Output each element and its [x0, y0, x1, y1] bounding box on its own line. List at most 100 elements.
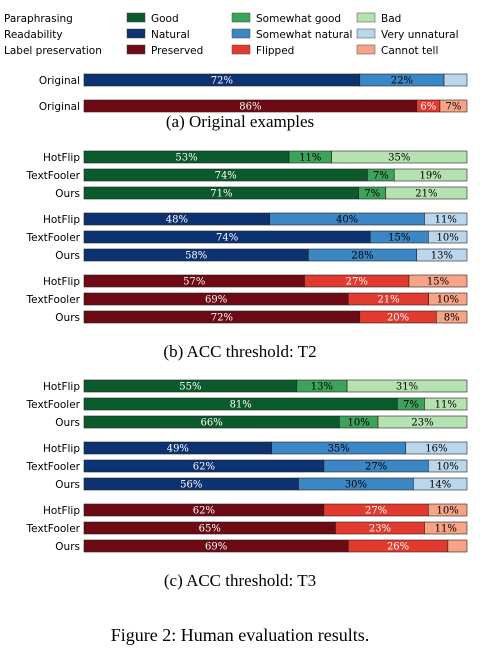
bar-category-label: Ours	[55, 479, 80, 491]
bar-segment	[385, 186, 468, 200]
bar-segment	[443, 73, 468, 87]
bar-value-label: 26%	[387, 542, 409, 553]
panel-caption: (a) Original examples	[166, 112, 314, 131]
bar-value-label: 11%	[435, 524, 457, 535]
bar-segment	[439, 99, 468, 113]
chart-panel: HotFlip 55% 13% 31% TextFooler 81% 7% 11% Ours 66…	[26, 379, 468, 590]
bar-value-label: 40%	[336, 215, 358, 226]
bar-value-label: 10%	[437, 295, 459, 306]
bar-value-label: 6%	[420, 102, 436, 113]
legend-swatch	[356, 28, 376, 39]
bar-value-label: 13%	[431, 251, 453, 262]
panel-caption: (b) ACC threshold: T2	[163, 342, 316, 361]
bar-value-label: 49%	[167, 444, 189, 455]
bar-value-label: 20%	[387, 313, 409, 324]
bar-category-label: HotFlip	[43, 443, 80, 455]
bar-value-label: 58%	[185, 251, 207, 262]
bar-value-label: 10%	[437, 462, 459, 473]
legend-swatch	[126, 12, 146, 23]
bar-value-label: 16%	[425, 444, 447, 455]
bar-value-label: 7%	[403, 400, 419, 411]
bar-category-label: Original	[39, 75, 80, 87]
legend-item-label: Somewhat natural	[256, 29, 352, 41]
chart-panel: HotFlip 53% 11% 35% TextFooler 74% 7% 19% Ours 71…	[26, 150, 468, 361]
bar-value-label: 11%	[435, 400, 457, 411]
bar-value-label: 72%	[211, 76, 233, 87]
bar-value-label: 21%	[377, 295, 399, 306]
bar-value-label: 31%	[396, 382, 418, 393]
legend-metric-label: Label preservation	[4, 45, 102, 57]
legend-swatch	[356, 12, 376, 23]
legend-metric-label: Readability	[4, 29, 63, 41]
bar-value-label: 69%	[205, 542, 227, 553]
bar-category-label: HotFlip	[43, 505, 80, 517]
bar-value-label: 23%	[411, 418, 433, 429]
bar-value-label: 48%	[166, 215, 188, 226]
bar-value-label: 19%	[419, 171, 441, 182]
bar-category-label: Original	[39, 101, 80, 113]
bar-value-label: 7%	[373, 171, 389, 182]
bar-segment	[428, 503, 468, 517]
legend-swatch	[231, 44, 251, 55]
legend-swatch	[356, 44, 376, 55]
legend-swatch	[126, 28, 146, 39]
bar-value-label: 8%	[444, 313, 460, 324]
bar-value-label: 27%	[365, 506, 387, 517]
legend: Paraphrasing Good Somewhat good Bad Readabil…	[4, 12, 459, 57]
bar-value-label: 74%	[215, 171, 237, 182]
bar-category-label: TextFooler	[26, 294, 81, 306]
bar-value-label: 35%	[328, 444, 350, 455]
bar-segment	[424, 212, 468, 226]
bar-value-label: 27%	[365, 462, 387, 473]
bar-category-label: TextFooler	[26, 170, 81, 182]
bar-value-label: 65%	[199, 524, 221, 535]
bar-value-label: 69%	[205, 295, 227, 306]
bar-value-label: 10%	[348, 418, 370, 429]
bar-value-label: 13%	[311, 382, 333, 393]
bar-category-label: Ours	[55, 417, 80, 429]
bar-value-label: 21%	[415, 189, 437, 200]
bar-value-label: 71%	[210, 189, 232, 200]
legend-item-label: Bad	[381, 13, 401, 25]
legend-swatch	[126, 44, 146, 55]
bar-value-label: 72%	[211, 313, 233, 324]
bar-value-label: 81%	[230, 400, 252, 411]
bar-value-label: 35%	[388, 153, 410, 164]
bar-segment	[424, 397, 468, 411]
bar-segment	[405, 441, 468, 455]
bar-value-label: 86%	[239, 102, 261, 113]
legend-swatch	[231, 28, 251, 39]
panel-caption: (c) ACC threshold: T3	[164, 571, 316, 590]
bar-segment	[377, 415, 468, 429]
bar-value-label: 15%	[388, 233, 410, 244]
bar-category-label: Ours	[55, 541, 80, 553]
bar-category-label: TextFooler	[26, 399, 81, 411]
bar-value-label: 55%	[179, 382, 201, 393]
bar-value-label: 62%	[193, 506, 215, 517]
bar-value-label: 10%	[437, 506, 459, 517]
bar-category-label: TextFooler	[26, 461, 81, 473]
bar-value-label: 57%	[183, 277, 205, 288]
bar-category-label: Ours	[55, 250, 80, 262]
bar-category-label: Ours	[55, 312, 80, 324]
bar-value-label: 10%	[437, 233, 459, 244]
bar-value-label: 56%	[180, 480, 202, 491]
legend-item-label: Preserved	[151, 45, 203, 57]
legend-item-label: Good	[151, 13, 179, 25]
chart-panels: Original 72% 22% Original 86% 6% 7% (a) Origina…	[26, 73, 468, 590]
bar-value-label: 23%	[369, 524, 391, 535]
bar-value-label: 30%	[345, 480, 367, 491]
bar-value-label: 11%	[299, 153, 321, 164]
bar-value-label: 7%	[364, 189, 380, 200]
bar-segment	[408, 274, 468, 288]
bar-value-label: 11%	[435, 215, 457, 226]
legend-swatch	[231, 12, 251, 23]
bar-value-label: 14%	[429, 480, 451, 491]
bar-category-label: HotFlip	[43, 381, 80, 393]
figure-caption: Figure 2: Human evaluation results.	[111, 625, 369, 645]
bar-segment	[424, 521, 468, 535]
bar-value-label: 28%	[351, 251, 373, 262]
bar-value-label: 7%	[446, 102, 462, 113]
bar-category-label: Ours	[55, 188, 80, 200]
